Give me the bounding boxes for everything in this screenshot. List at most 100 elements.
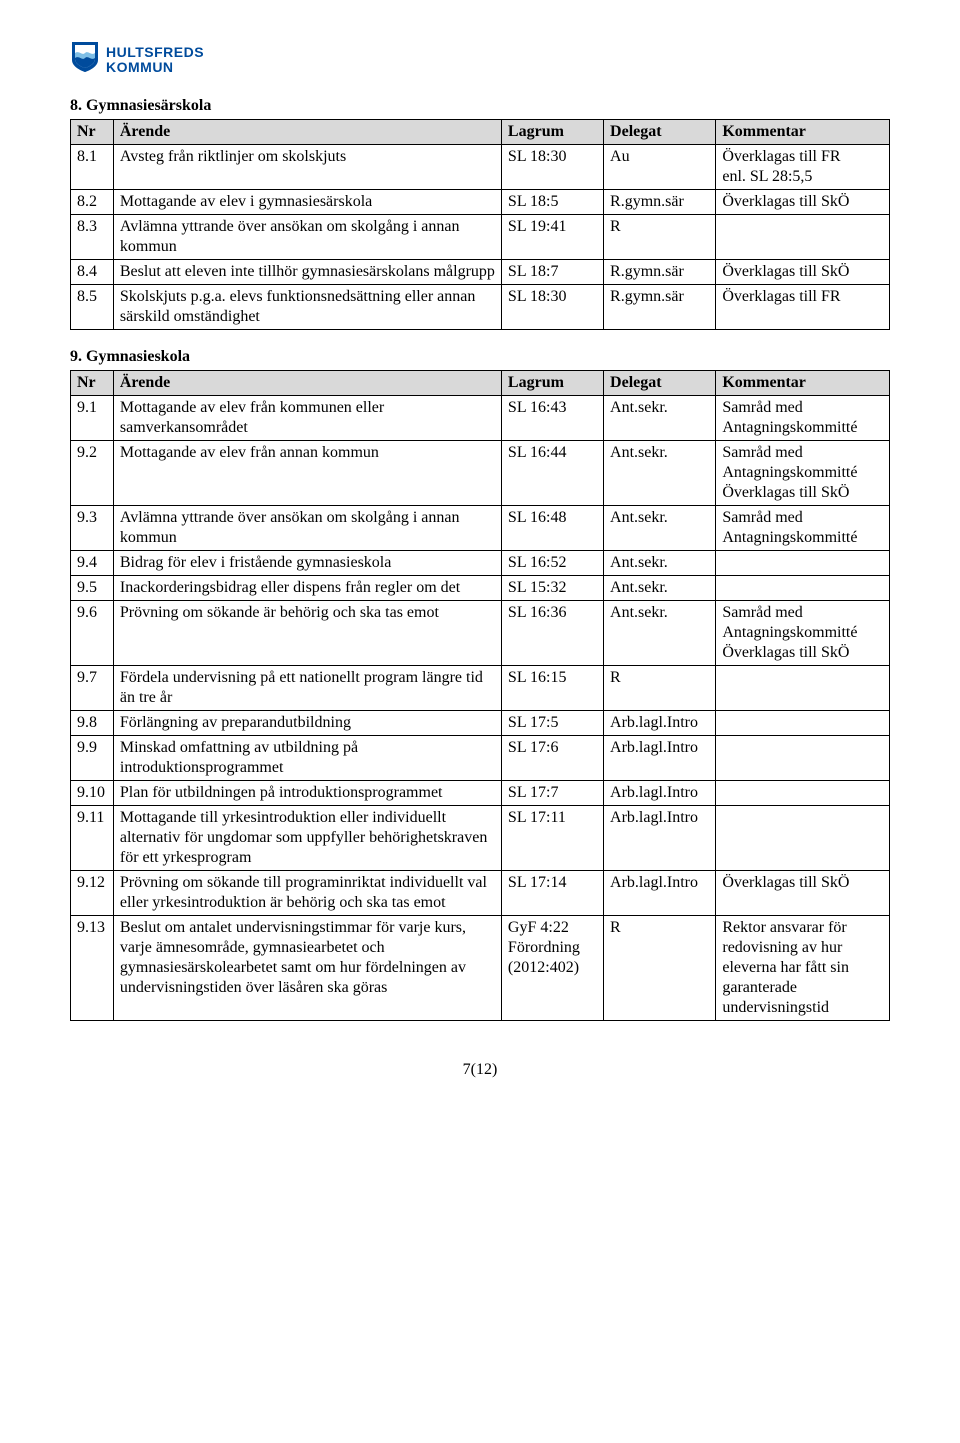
logo: HULTSFREDS KOMMUN	[70, 40, 890, 79]
cell-kommentar: Samråd med Antagningskommitté	[716, 396, 890, 441]
cell-delegat: Arb.lagl.Intro	[604, 871, 716, 916]
table-row: 9.11Mottagande till yrkesintroduktion el…	[71, 806, 890, 871]
logo-text: HULTSFREDS KOMMUN	[106, 45, 204, 74]
logo-line2: KOMMUN	[106, 60, 204, 75]
cell-delegat: Arb.lagl.Intro	[604, 711, 716, 736]
cell-delegat: R.gymn.sär	[604, 260, 716, 285]
col-nr: Nr	[71, 371, 114, 396]
table-row: 9.4Bidrag för elev i fristående gymnasie…	[71, 551, 890, 576]
cell-arende: Avsteg från riktlinjer om skolskjuts	[113, 145, 501, 190]
shield-icon	[70, 40, 100, 79]
cell-kommentar	[716, 711, 890, 736]
page-number: 7(12)	[70, 1061, 890, 1079]
cell-lagrum: SL 17:5	[501, 711, 603, 736]
cell-kommentar	[716, 781, 890, 806]
cell-arende: Mottagande av elev från kommunen eller s…	[113, 396, 501, 441]
cell-lagrum: SL 16:48	[501, 506, 603, 551]
cell-nr: 8.3	[71, 215, 114, 260]
table-row: 9.10Plan för utbildningen på introduktio…	[71, 781, 890, 806]
cell-arende: Beslut om antalet undervisningstimmar fö…	[113, 916, 501, 1021]
cell-arende: Prövning om sökande är behörig och ska t…	[113, 601, 501, 666]
table-row: 9.3Avlämna yttrande över ansökan om skol…	[71, 506, 890, 551]
table-row: 9.2Mottagande av elev från annan kommunS…	[71, 441, 890, 506]
cell-delegat: Au	[604, 145, 716, 190]
col-delegat: Delegat	[604, 120, 716, 145]
cell-delegat: Ant.sekr.	[604, 441, 716, 506]
cell-arende: Plan för utbildningen på introduktionspr…	[113, 781, 501, 806]
cell-nr: 9.10	[71, 781, 114, 806]
cell-nr: 9.4	[71, 551, 114, 576]
table-row: 8.5Skolskjuts p.g.a. elevs funktionsneds…	[71, 285, 890, 330]
cell-lagrum: SL 18:30	[501, 145, 603, 190]
cell-arende: Beslut att eleven inte tillhör gymnasies…	[113, 260, 501, 285]
cell-nr: 9.8	[71, 711, 114, 736]
col-arende: Ärende	[113, 120, 501, 145]
cell-kommentar	[716, 736, 890, 781]
cell-arende: Förlängning av preparandutbildning	[113, 711, 501, 736]
cell-nr: 9.13	[71, 916, 114, 1021]
cell-nr: 9.11	[71, 806, 114, 871]
cell-delegat: Ant.sekr.	[604, 396, 716, 441]
table-row: 9.7Fördela undervisning på ett nationell…	[71, 666, 890, 711]
col-delegat: Delegat	[604, 371, 716, 396]
table-row: 9.12Prövning om sökande till programinri…	[71, 871, 890, 916]
cell-nr: 8.2	[71, 190, 114, 215]
table-row: 9.5Inackorderingsbidrag eller dispens fr…	[71, 576, 890, 601]
table-header-row: Nr Ärende Lagrum Delegat Kommentar	[71, 371, 890, 396]
cell-kommentar: Överklagas till FRenl. SL 28:5,5	[716, 145, 890, 190]
cell-delegat: R	[604, 916, 716, 1021]
cell-delegat: R.gymn.sär	[604, 190, 716, 215]
cell-delegat: R.gymn.sär	[604, 285, 716, 330]
cell-arende: Avlämna yttrande över ansökan om skolgån…	[113, 506, 501, 551]
col-kommentar: Kommentar	[716, 120, 890, 145]
cell-kommentar: Överklagas till SkÖ	[716, 260, 890, 285]
cell-delegat: R	[604, 215, 716, 260]
table-section9: Nr Ärende Lagrum Delegat Kommentar 9.1Mo…	[70, 370, 890, 1021]
table-section8: Nr Ärende Lagrum Delegat Kommentar 8.1Av…	[70, 119, 890, 330]
cell-arende: Inackorderingsbidrag eller dispens från …	[113, 576, 501, 601]
cell-delegat: Arb.lagl.Intro	[604, 806, 716, 871]
table-row: 8.2Mottagande av elev i gymnasiesärskola…	[71, 190, 890, 215]
cell-nr: 8.5	[71, 285, 114, 330]
cell-lagrum: GyF 4:22 Förordning (2012:402)	[501, 916, 603, 1021]
cell-lagrum: SL 19:41	[501, 215, 603, 260]
cell-kommentar: Samråd med Antagningskommitté	[716, 506, 890, 551]
cell-lagrum: SL 17:7	[501, 781, 603, 806]
cell-kommentar: Överklagas till FR	[716, 285, 890, 330]
table-row: 9.8Förlängning av preparandutbildningSL …	[71, 711, 890, 736]
cell-delegat: Arb.lagl.Intro	[604, 736, 716, 781]
cell-lagrum: SL 18:5	[501, 190, 603, 215]
cell-nr: 9.3	[71, 506, 114, 551]
cell-lagrum: SL 18:30	[501, 285, 603, 330]
cell-nr: 9.6	[71, 601, 114, 666]
cell-lagrum: SL 16:36	[501, 601, 603, 666]
cell-kommentar	[716, 806, 890, 871]
table-row: 8.3Avlämna yttrande över ansökan om skol…	[71, 215, 890, 260]
cell-kommentar: Samråd med Antagningskommitté Överklagas…	[716, 441, 890, 506]
col-arende: Ärende	[113, 371, 501, 396]
table-row: 9.13Beslut om antalet undervisningstimma…	[71, 916, 890, 1021]
table-row: 8.4Beslut att eleven inte tillhör gymnas…	[71, 260, 890, 285]
table-row: 9.6Prövning om sökande är behörig och sk…	[71, 601, 890, 666]
col-nr: Nr	[71, 120, 114, 145]
cell-kommentar	[716, 666, 890, 711]
cell-delegat: Ant.sekr.	[604, 576, 716, 601]
cell-arende: Mottagande till yrkesintroduktion eller …	[113, 806, 501, 871]
cell-lagrum: SL 16:15	[501, 666, 603, 711]
cell-arende: Avlämna yttrande över ansökan om skolgån…	[113, 215, 501, 260]
cell-kommentar	[716, 551, 890, 576]
cell-delegat: Ant.sekr.	[604, 601, 716, 666]
cell-kommentar: Överklagas till SkÖ	[716, 871, 890, 916]
cell-lagrum: SL 15:32	[501, 576, 603, 601]
col-lagrum: Lagrum	[501, 120, 603, 145]
col-kommentar: Kommentar	[716, 371, 890, 396]
cell-delegat: R	[604, 666, 716, 711]
cell-kommentar: Överklagas till SkÖ	[716, 190, 890, 215]
cell-nr: 9.9	[71, 736, 114, 781]
table-row: 9.1Mottagande av elev från kommunen elle…	[71, 396, 890, 441]
cell-kommentar: Samråd med Antagningskommitté Överklagas…	[716, 601, 890, 666]
cell-nr: 9.7	[71, 666, 114, 711]
cell-nr: 9.1	[71, 396, 114, 441]
cell-nr: 9.12	[71, 871, 114, 916]
cell-nr: 8.1	[71, 145, 114, 190]
